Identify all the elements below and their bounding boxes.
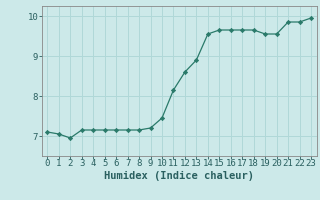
X-axis label: Humidex (Indice chaleur): Humidex (Indice chaleur) <box>104 171 254 181</box>
